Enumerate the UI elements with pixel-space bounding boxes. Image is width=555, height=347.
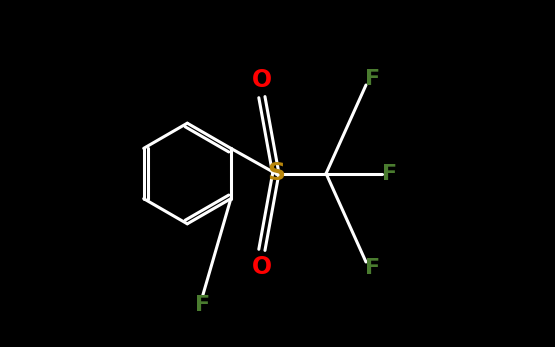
- Text: F: F: [382, 163, 397, 184]
- Text: F: F: [365, 258, 381, 278]
- Text: S: S: [267, 161, 285, 186]
- Text: O: O: [252, 255, 272, 279]
- Text: F: F: [365, 69, 381, 89]
- Text: O: O: [252, 68, 272, 92]
- Text: F: F: [195, 295, 210, 315]
